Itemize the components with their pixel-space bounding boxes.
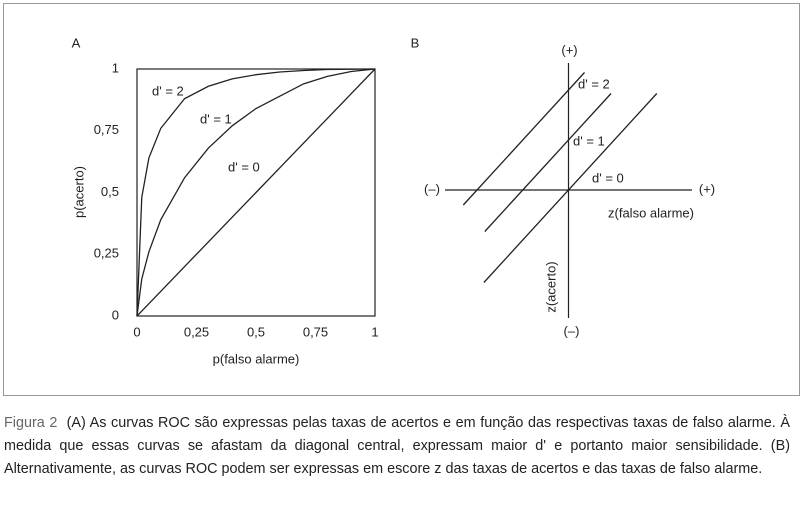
x-end-label: (–) (424, 181, 440, 196)
x-end-label: (+) (699, 181, 715, 196)
panel-label: A (72, 35, 81, 50)
caption-text: (A) As curvas ROC são expressas pelas ta… (4, 415, 791, 477)
curve (462, 72, 585, 206)
y-tick-label: 0 (112, 307, 119, 322)
curve-label: d' = 1 (200, 111, 232, 126)
curve-label: d' = 2 (578, 76, 610, 91)
x-axis-label: p(falso alarme) (213, 351, 300, 366)
y-tick-label: 1 (112, 60, 119, 75)
y-axis-label: p(acerto) (71, 166, 86, 218)
x-tick-label: 0,75 (303, 324, 328, 339)
figure: A 0 0,25 0,5 0,75 1 0 0,25 0,5 0,75 1 p(falso alarm… (3, 3, 800, 396)
caption-label: Figura 2 (4, 415, 58, 431)
curve-label: d' = 2 (152, 83, 184, 98)
y-end-label: (–) (564, 323, 580, 338)
x-tick-label: 1 (371, 324, 378, 339)
y-tick-label: 0,5 (101, 184, 119, 199)
curve-label: d' = 0 (592, 170, 624, 185)
panel-label: B (411, 35, 420, 50)
caption: Figura 2 (A) As curvas ROC são expressas… (4, 412, 790, 481)
figure-border (3, 3, 800, 396)
plot-frame (136, 68, 376, 317)
x-tick-label: 0 (133, 324, 140, 339)
y-axis-label: z(acerto) (543, 261, 558, 312)
y-tick-label: 0,75 (94, 122, 119, 137)
x-tick-label: 0,5 (247, 324, 265, 339)
x-axis-label: z(falso alarme) (608, 205, 694, 220)
x-tick-label: 0,25 (184, 324, 209, 339)
curve (484, 93, 612, 232)
curve (136, 68, 376, 317)
y-tick-label: 0,25 (94, 246, 119, 261)
curve-label: d' = 1 (573, 133, 605, 148)
curve (136, 68, 376, 317)
curve-label: d' = 0 (228, 159, 260, 174)
y-end-label: (+) (561, 42, 577, 57)
curve (483, 93, 658, 283)
curve (136, 68, 376, 317)
